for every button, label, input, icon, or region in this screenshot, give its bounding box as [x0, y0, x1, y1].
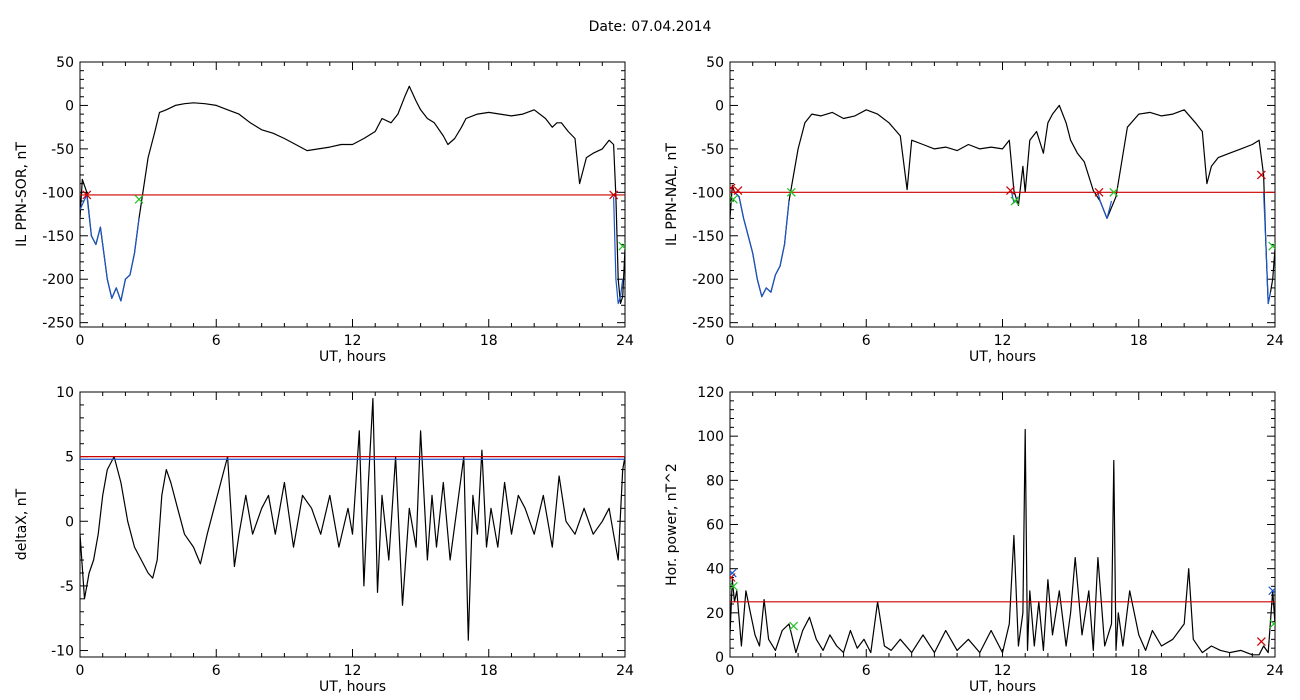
x-tick-label: 18 [480, 663, 498, 679]
y-axis-label: IL PPN-NAL, nT [664, 143, 680, 246]
y-tick-label: -50 [701, 142, 724, 158]
y-tick-label: 50 [56, 55, 74, 71]
x-tick-label: 12 [994, 333, 1012, 349]
plot-frame [729, 61, 1276, 328]
event-marker [134, 194, 144, 204]
y-tick-label: 0 [65, 98, 74, 114]
x-tick-label: 24 [1266, 333, 1284, 349]
event-marker [1006, 186, 1015, 196]
panel-p4: 0 6 12 18 24 0 20 40 60 80 100 120 UT, hours Hor. pow… [664, 385, 1284, 695]
y-tick-label: 80 [706, 473, 724, 489]
y-tick-label: 40 [706, 562, 724, 578]
event-marker [1268, 586, 1275, 596]
y-tick-label: 60 [706, 518, 724, 534]
series-line [80, 397, 625, 641]
event-marker [789, 621, 799, 631]
x-axis-label: UT, hours [319, 349, 386, 365]
x-tick-label: 12 [994, 663, 1012, 679]
y-axis-label: deltaX, nT [14, 488, 30, 560]
x-axis-label: UT, hours [969, 679, 1036, 695]
x-tick-label: 12 [344, 333, 362, 349]
y-axis-label: IL PPN-SOR, nT [14, 142, 30, 247]
x-axis-label: UT, hours [969, 349, 1036, 365]
y-tick-label: -150 [42, 229, 74, 245]
data-layer [730, 104, 1275, 305]
event-marker [1268, 241, 1275, 251]
y-axis-label: Hor. power, nT^2 [664, 463, 680, 586]
y-tick-label: -10 [51, 644, 74, 660]
y-tick-label: -200 [692, 272, 724, 288]
event-marker [618, 241, 625, 251]
x-tick-label: 18 [1130, 333, 1148, 349]
y-tick-label: 10 [56, 385, 74, 401]
event-marker [730, 183, 736, 193]
event-marker [1094, 187, 1104, 197]
data-layer [730, 428, 1275, 656]
event-marker [786, 187, 796, 197]
y-tick-label: -5 [60, 579, 74, 595]
y-tick-label: -200 [42, 272, 74, 288]
x-tick-label: 24 [616, 333, 634, 349]
series-line [730, 428, 1275, 656]
x-tick-label: 18 [1130, 663, 1148, 679]
figure-title: Date: 07.04.2014 [588, 19, 712, 35]
x-tick-label: 0 [726, 663, 735, 679]
panel-p3: 0 6 12 18 24 -10 -5 0 5 10 UT, hours deltaX, nT [14, 385, 634, 695]
event-marker [82, 190, 92, 200]
x-tick-label: 18 [480, 333, 498, 349]
y-tick-label: -250 [42, 316, 74, 332]
y-tick-label: 120 [697, 385, 724, 401]
event-marker [609, 190, 619, 200]
event-marker [733, 186, 743, 196]
y-tick-label: -100 [42, 185, 74, 201]
series-line [730, 104, 1275, 305]
event-marker [730, 581, 738, 591]
y-tick-label: 20 [706, 606, 724, 622]
y-tick-label: 50 [706, 55, 724, 71]
highlight-segment [613, 196, 624, 305]
x-tick-label: 12 [344, 663, 362, 679]
y-tick-label: -150 [692, 229, 724, 245]
x-axis-label: UT, hours [319, 679, 386, 695]
x-tick-label: 24 [1266, 663, 1284, 679]
y-tick-label: -50 [51, 142, 74, 158]
highlight-segment [734, 191, 790, 298]
data-layer [80, 397, 625, 641]
event-marker [1256, 637, 1266, 646]
plot-frame [79, 391, 626, 658]
y-tick-label: -100 [692, 185, 724, 201]
x-tick-label: 6 [862, 333, 871, 349]
panel-p2: 0 6 12 18 24 -250 -200 -150 -100 -50 0 50 UT, hours I… [664, 55, 1284, 365]
x-tick-label: 0 [76, 663, 85, 679]
highlight-segment [1263, 192, 1272, 305]
y-tick-label: -250 [692, 316, 724, 332]
y-tick-label: 0 [65, 514, 74, 530]
x-tick-label: 0 [76, 333, 85, 349]
x-tick-label: 6 [212, 663, 221, 679]
panel-p1: 0 6 12 18 24 -250 -200 -150 -100 -50 0 50 UT, hours I… [14, 55, 634, 365]
y-tick-label: 100 [697, 429, 724, 445]
x-tick-label: 24 [616, 663, 634, 679]
y-tick-label: 5 [65, 450, 74, 466]
plot-frame [729, 391, 1276, 658]
data-layer [80, 85, 625, 305]
event-marker [730, 568, 737, 578]
y-tick-label: 0 [715, 650, 724, 666]
x-tick-label: 6 [212, 333, 221, 349]
event-marker [1109, 187, 1119, 197]
highlight-segment [1097, 192, 1113, 219]
event-marker [1010, 196, 1020, 206]
event-marker [1269, 619, 1275, 629]
y-tick-label: 0 [715, 98, 724, 114]
x-tick-label: 6 [862, 663, 871, 679]
event-marker [1256, 170, 1266, 180]
highlight-segment [80, 194, 140, 302]
event-marker [730, 194, 738, 204]
x-tick-label: 0 [726, 333, 735, 349]
